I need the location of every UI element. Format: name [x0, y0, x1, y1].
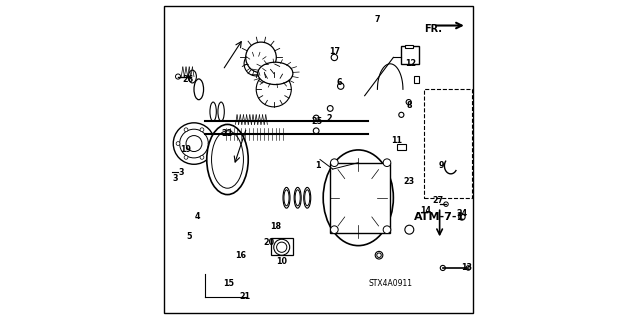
Text: 21: 21: [239, 292, 251, 301]
Ellipse shape: [304, 188, 311, 208]
Text: 3: 3: [179, 168, 184, 177]
Text: 13: 13: [461, 263, 472, 272]
Ellipse shape: [210, 102, 216, 121]
Ellipse shape: [207, 124, 248, 195]
Ellipse shape: [283, 188, 290, 208]
Text: 9: 9: [438, 161, 444, 170]
Circle shape: [186, 136, 202, 152]
Bar: [397, 144, 406, 150]
Bar: [401, 46, 419, 64]
Text: FR.: FR.: [424, 24, 442, 34]
Ellipse shape: [284, 190, 289, 206]
Circle shape: [256, 72, 291, 107]
Text: 20: 20: [264, 238, 275, 247]
Bar: [330, 163, 390, 233]
Ellipse shape: [218, 102, 224, 121]
Text: 4: 4: [195, 212, 200, 221]
Circle shape: [405, 225, 414, 234]
Text: 6: 6: [337, 78, 342, 87]
Ellipse shape: [188, 70, 196, 83]
Circle shape: [327, 106, 333, 111]
Text: 2: 2: [327, 114, 332, 122]
Bar: [404, 45, 413, 48]
Ellipse shape: [294, 188, 301, 208]
Text: 10: 10: [276, 257, 287, 266]
Circle shape: [314, 128, 319, 134]
Circle shape: [383, 159, 391, 167]
Circle shape: [466, 266, 470, 270]
Circle shape: [459, 214, 465, 220]
Ellipse shape: [336, 166, 381, 230]
Circle shape: [337, 83, 344, 89]
Text: 8: 8: [406, 101, 412, 110]
Ellipse shape: [305, 190, 310, 206]
Text: 1: 1: [316, 161, 321, 170]
Circle shape: [399, 112, 404, 117]
Circle shape: [173, 123, 215, 164]
Circle shape: [440, 265, 445, 271]
Circle shape: [208, 142, 212, 145]
Circle shape: [244, 52, 268, 76]
Ellipse shape: [194, 79, 204, 100]
Circle shape: [200, 128, 204, 132]
Circle shape: [444, 202, 448, 206]
Text: 12: 12: [405, 59, 417, 68]
Text: STX4A0911: STX4A0911: [368, 279, 412, 288]
Ellipse shape: [295, 190, 300, 206]
Text: 5: 5: [186, 232, 192, 241]
Bar: [414, 76, 419, 83]
Text: 7: 7: [374, 15, 380, 24]
Ellipse shape: [212, 131, 243, 188]
Text: 25: 25: [311, 117, 323, 126]
Circle shape: [276, 242, 287, 252]
Text: 19: 19: [180, 145, 191, 154]
Text: 24: 24: [456, 209, 467, 218]
Circle shape: [184, 155, 188, 159]
Circle shape: [330, 226, 338, 234]
Circle shape: [383, 226, 391, 234]
Ellipse shape: [323, 150, 394, 246]
Text: 26: 26: [182, 75, 193, 84]
Circle shape: [375, 251, 383, 259]
Text: 3: 3: [173, 174, 179, 183]
Text: 16: 16: [235, 251, 246, 260]
Circle shape: [314, 115, 319, 121]
Circle shape: [184, 128, 188, 132]
Ellipse shape: [346, 180, 371, 215]
Text: 22: 22: [222, 130, 233, 138]
Text: ATM-7-1: ATM-7-1: [414, 212, 465, 222]
Text: 14: 14: [420, 206, 431, 215]
Circle shape: [377, 253, 381, 257]
Text: 27: 27: [433, 197, 444, 205]
Text: 11: 11: [391, 136, 402, 145]
Circle shape: [180, 129, 209, 158]
Circle shape: [330, 159, 338, 167]
Circle shape: [248, 56, 264, 72]
Circle shape: [261, 77, 287, 102]
Text: 18: 18: [270, 222, 281, 231]
Bar: [424, 89, 472, 198]
Text: 17: 17: [329, 47, 340, 56]
Circle shape: [274, 239, 290, 255]
Ellipse shape: [258, 62, 293, 85]
Circle shape: [246, 42, 276, 73]
Circle shape: [175, 74, 180, 79]
Text: 15: 15: [223, 279, 235, 288]
Bar: [271, 238, 293, 255]
Circle shape: [200, 155, 204, 159]
Circle shape: [176, 142, 180, 145]
Circle shape: [331, 54, 337, 61]
Circle shape: [406, 100, 412, 105]
Text: 23: 23: [404, 177, 415, 186]
